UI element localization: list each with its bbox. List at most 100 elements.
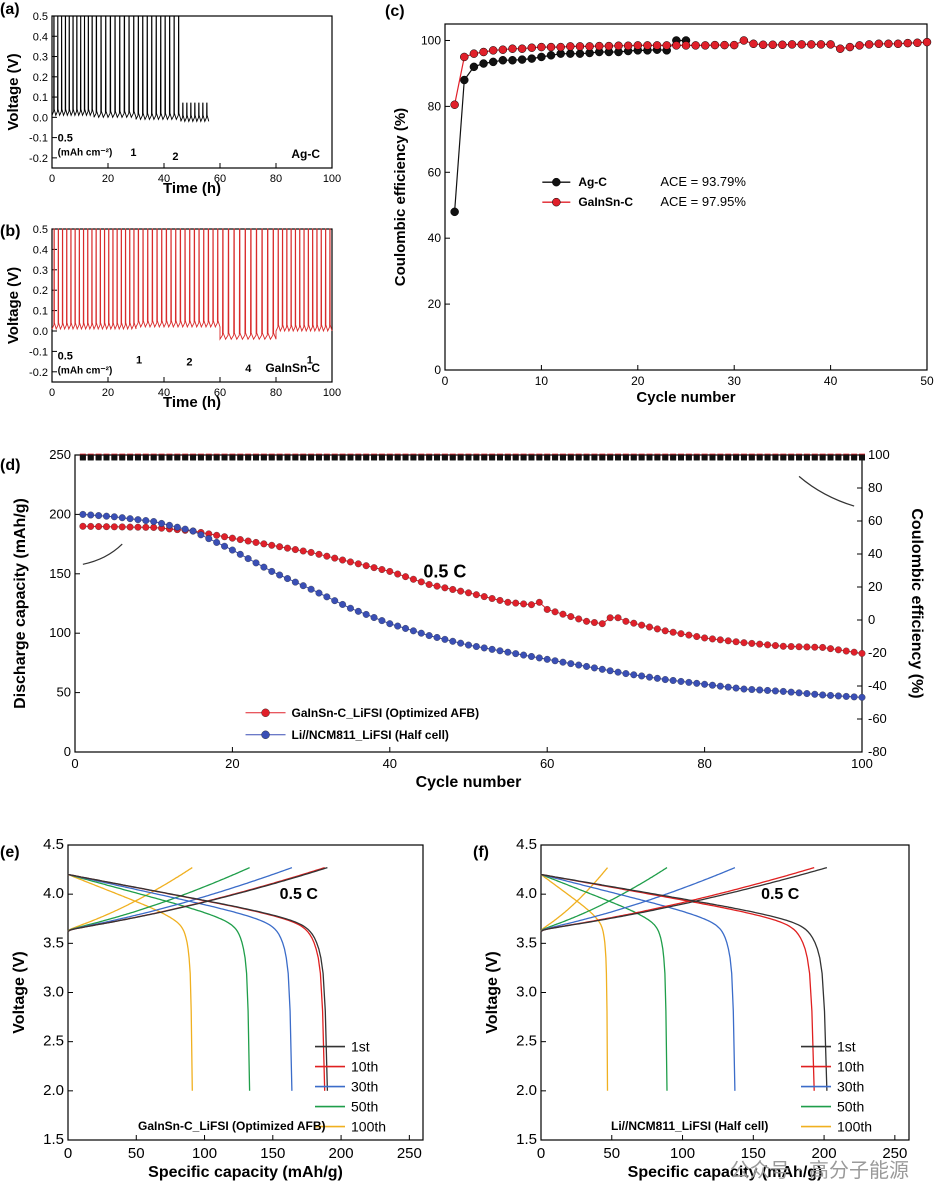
y-axis-label: Voltage (V) [484, 951, 501, 1033]
capacity-point [110, 523, 118, 531]
data-point [546, 42, 556, 52]
capacity-point [118, 523, 126, 531]
capacity-point [339, 601, 347, 608]
y-tick-label: 0.3 [33, 52, 48, 64]
panel-label: (a) [0, 1, 20, 18]
data-point [469, 62, 479, 72]
current-annotation: 0.5 [58, 133, 73, 145]
rate-annotation: 0.5 C [423, 561, 466, 581]
rate-annotation: 0.5 C [280, 886, 319, 903]
ce-point [709, 454, 716, 461]
capacity-point [449, 586, 457, 593]
charge-curve [540, 867, 668, 932]
capacity-point [598, 620, 606, 628]
data-point [652, 41, 662, 50]
capacity-point [386, 567, 394, 575]
x-tick-label: 250 [397, 1145, 422, 1162]
series-line [454, 39, 686, 212]
data-point [797, 40, 806, 49]
charge-curve [540, 867, 609, 932]
y-tick-label: 0 [64, 744, 71, 759]
legend-entry: 10th [351, 1059, 378, 1075]
data-point [566, 42, 575, 51]
data-point [517, 44, 527, 53]
capacity-point [205, 535, 213, 543]
ce-point [701, 454, 708, 461]
charge-curve [540, 866, 828, 933]
capacity-point [543, 655, 551, 663]
ce-point [449, 454, 456, 461]
capacity-point [590, 664, 598, 672]
y-tick-label: 0.1 [33, 306, 48, 318]
ce-point [481, 454, 488, 461]
data-point [537, 42, 546, 52]
y-axis-label: Voltage (V) [11, 951, 28, 1033]
data-point [922, 37, 932, 47]
capacity-point [331, 597, 339, 605]
x-tick-label: 50 [920, 374, 934, 388]
data-point [826, 40, 835, 49]
capacity-point [394, 622, 402, 630]
capacity-point [307, 548, 315, 556]
capacity-point [496, 596, 504, 604]
data-point [691, 41, 700, 50]
capacity-point [575, 661, 583, 669]
ce-point [725, 454, 732, 461]
ce-point [552, 454, 559, 461]
capacity-point [528, 601, 535, 609]
panel-c: 0 10 20 30 40 50 0 20 40 60 80 100 Cycle number Coulo… [385, 3, 934, 406]
capacity-point [323, 552, 331, 560]
y-tick-label: 4.0 [43, 885, 64, 902]
sample-label: GaInSn-C [265, 361, 320, 375]
ce-point [253, 454, 260, 461]
ce-point [465, 454, 472, 461]
data-point [537, 52, 546, 62]
current-annotation: 2 [172, 151, 178, 163]
capacity-point [370, 614, 378, 621]
capacity-point [771, 687, 779, 695]
x-tick-label: 0 [537, 1145, 545, 1162]
current-annotation: 4 [245, 363, 252, 375]
ce-point [788, 454, 795, 461]
data-point [450, 100, 459, 109]
data-point [633, 41, 643, 50]
current-unit-label: (mAh cm⁻²) [58, 148, 113, 159]
legend-entry: 50th [837, 1099, 864, 1115]
x-tick-label: 60 [214, 387, 226, 399]
current-annotation: 2 [186, 357, 192, 369]
capacity-point [819, 644, 827, 651]
x-tick-label: 0 [71, 756, 78, 771]
capacity-point [362, 610, 370, 618]
capacity-point [551, 608, 559, 616]
data-point [479, 59, 488, 68]
panel-f: 0 50 100 150 200 250 1.5 2.0 2.5 3.0 3.5 4.0 4.5 Spec… [473, 836, 910, 1181]
plot-frame [51, 228, 333, 383]
capacity-point [268, 567, 276, 575]
ce-point [371, 454, 378, 461]
charge-curve [67, 867, 250, 932]
y-tick-label: 50 [57, 685, 71, 700]
ce-point [394, 454, 401, 461]
y-tick-label: 2.0 [516, 1082, 537, 1099]
legend-entry: 30th [351, 1079, 378, 1095]
y-tick-label: 1.5 [43, 1131, 64, 1148]
ce-point [221, 454, 228, 461]
ce-point [260, 454, 267, 461]
capacity-point [709, 681, 716, 689]
y-tick-label: -0.2 [29, 367, 48, 379]
x-tick-label: 0 [64, 1145, 72, 1162]
data-point [884, 39, 893, 49]
x-tick-label: 0 [49, 387, 55, 399]
ce-point [780, 454, 787, 461]
capacity-point [362, 562, 370, 570]
capacity-point [646, 623, 653, 631]
capacity-point [268, 541, 276, 549]
ce-point [315, 454, 322, 461]
y-tick-label: 100 [421, 33, 441, 47]
x-tick-label: 100 [670, 1145, 695, 1162]
ce-point [158, 454, 165, 461]
ce-point [607, 454, 614, 461]
data-point [758, 40, 768, 50]
capacity-point [236, 536, 244, 544]
x-axis-label: Cycle number [416, 774, 522, 791]
